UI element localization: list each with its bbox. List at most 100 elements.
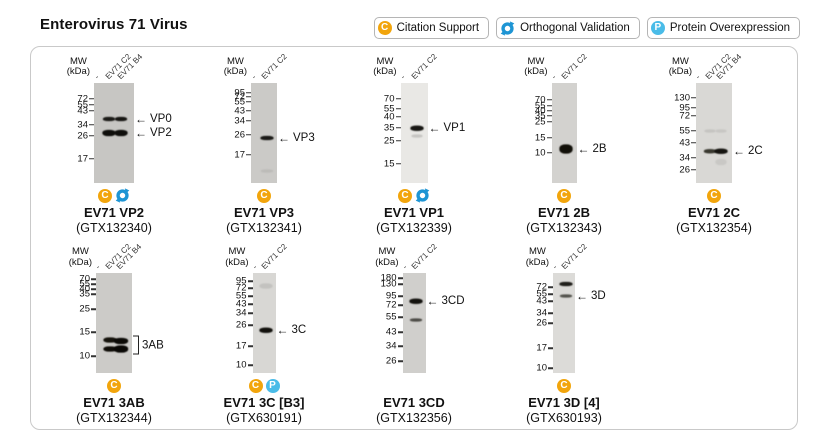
mw-tick-value: 72	[385, 299, 397, 311]
mw-tick-mark	[246, 120, 251, 122]
mw-tick-value: 35	[534, 110, 546, 122]
protein-band	[103, 346, 117, 352]
mw-tick-mark	[246, 92, 251, 94]
protein-band	[260, 136, 274, 140]
product-name[interactable]: EV71 VP1	[384, 205, 444, 220]
mw-tick-value: 55	[536, 288, 547, 300]
product-name[interactable]: EV71 VP3	[234, 205, 294, 220]
mw-tick: 55	[679, 126, 696, 136]
product-name[interactable]: EV71 3AB	[83, 395, 145, 411]
blot-wrap: MW (kDa) 180 130 95 72 55 43 34 26- EV71 C2 ← 3CD	[367, 242, 465, 374]
western-blot-image: - EV71 C2 EV71 B4	[92, 52, 144, 183]
blot-wrap: MW (kDa) 72 55 43 34 26 17- EV71 C2 EV71 B4 ← VP0 ← V…	[58, 52, 172, 183]
mw-tick: 40	[535, 106, 552, 116]
product-name[interactable]: EV71 3D [4]	[528, 395, 600, 411]
mw-tick-mark	[89, 110, 94, 112]
mw-tick-mark	[247, 287, 253, 289]
mw-tick-value: 43	[234, 105, 245, 117]
mw-tick: 34	[386, 342, 403, 352]
mw-tick: 34	[536, 309, 553, 319]
kda-label: (kDa)	[525, 256, 549, 268]
protein-band	[113, 338, 128, 345]
mw-tick-value: 55	[235, 290, 247, 302]
legend-protein-overexpression[interactable]: P Protein Overexpression	[646, 17, 800, 39]
validation-badges: C	[557, 378, 571, 393]
mw-tick-value: 72	[679, 110, 690, 122]
left-arrow-icon: ←	[576, 289, 588, 304]
mw-tick-value: 26	[679, 164, 690, 176]
blot-panel-vp2: MW (kDa) 72 55 43 34 26 17- EV71 C2 EV71 B4 ← VP0 ← V…	[39, 47, 189, 235]
mw-label: MW	[527, 56, 545, 67]
legend-orthogonal-validation[interactable]: Orthogonal Validation	[496, 17, 640, 39]
band-annotation-2b: ← 2B	[578, 143, 607, 155]
bracket-icon	[133, 335, 139, 355]
mw-tick-mark	[546, 115, 552, 117]
mw-label: MW	[378, 246, 396, 258]
mw-tick-value: 72	[77, 93, 88, 105]
mw-tick-value: 43	[536, 295, 547, 307]
mw-tick-mark	[89, 135, 94, 137]
mw-tick: 35	[535, 111, 552, 121]
kda-label: (kDa)	[223, 66, 247, 78]
band-label: 2C	[748, 145, 763, 157]
mw-tick-mark	[691, 169, 696, 171]
lane-label: EV71 C2	[559, 242, 589, 272]
band-annotations: ← VP1	[428, 83, 466, 183]
mw-tick-mark	[548, 293, 553, 295]
mw-tick: 25	[79, 305, 96, 315]
mw-tick-mark	[397, 360, 403, 362]
mw-tick: 26	[386, 357, 403, 367]
mw-tick: 95	[236, 277, 253, 287]
mw-tick: 43	[236, 300, 253, 310]
mw-tick: 34	[77, 120, 94, 130]
mw-tick-value: 55	[679, 125, 690, 137]
product-name[interactable]: EV71 2B	[537, 205, 591, 220]
band-annotation-3cd: ← 3CD	[427, 295, 465, 307]
band-label: VP0	[150, 113, 172, 125]
citation-support-icon: C	[557, 378, 571, 393]
left-arrow-icon: ←	[426, 294, 439, 309]
mw-tick-mark	[89, 104, 94, 106]
kda-label: (kDa)	[225, 256, 249, 268]
protein-overexpression-icon: P	[650, 21, 665, 35]
mw-label: MW	[376, 56, 394, 67]
mw-tick-mark	[397, 283, 403, 285]
blot-wrap: MW (kDa) 70 55 40 35 25 15 10 - EV71 C2 EV71 B4 3AB	[60, 242, 168, 374]
mw-tick-mark	[397, 345, 403, 347]
mw-tick: 72	[234, 92, 251, 102]
catalog-number: (GTX132341)	[226, 220, 302, 235]
protein-band	[114, 117, 127, 121]
mw-tick-value: 55	[234, 96, 245, 108]
band-annotation-vp2: ← VP2	[135, 127, 172, 139]
mw-tick-value: 34	[536, 307, 547, 319]
mw-tick-value: 26	[536, 317, 547, 329]
mw-tick: 55	[386, 313, 403, 323]
mw-tick-mark	[91, 331, 96, 333]
blot-wrap: MW (kDa) 95 72 55 43 34 26 17- EV71 C2 ← VP3	[215, 52, 315, 183]
mw-tick-mark	[247, 324, 253, 326]
protein-overexpression-icon: P	[265, 378, 280, 393]
mw-tick-mark	[395, 140, 401, 142]
western-blot-image: - EV71 C2	[550, 52, 589, 183]
mw-tick-value: 34	[234, 115, 245, 127]
product-name[interactable]: EV71 3CD	[383, 395, 445, 411]
kda-label: (kDa)	[68, 256, 92, 268]
validation-badges: C	[107, 378, 121, 393]
blot-panel-3cd: MW (kDa) 180 130 95 72 55 43 34 26- EV71 C2 ← 3CD EV7…	[339, 237, 489, 425]
product-name[interactable]: EV71 2C	[687, 205, 741, 220]
mw-tick-value: 95	[234, 87, 245, 99]
mw-tick-value: 43	[385, 326, 397, 338]
validation-badges: C	[557, 188, 571, 203]
mw-tick: 26	[536, 319, 553, 329]
product-name[interactable]: EV71 3C [B3]	[223, 395, 305, 411]
mw-units-label: MW (kDa)	[525, 246, 549, 268]
legend-citation-support[interactable]: C Citation Support	[373, 17, 490, 39]
mw-tick-value: 17	[235, 340, 247, 352]
mw-tick: 17	[236, 342, 253, 352]
protein-band	[261, 169, 274, 173]
product-name[interactable]: EV71 VP2	[84, 205, 144, 220]
mw-tick: 34	[679, 153, 696, 163]
panel-row-2: MW (kDa) 70 55 40 35 25 15 10- EV71 C2 EV71 B4 3AB C…	[31, 237, 797, 425]
blot-panel-vp1: MW (kDa) 70 55 40 35 25 15- EV71 C2 ← VP1 C EV71 VP1…	[339, 47, 489, 235]
band-annotations: ← 3D	[575, 273, 611, 373]
